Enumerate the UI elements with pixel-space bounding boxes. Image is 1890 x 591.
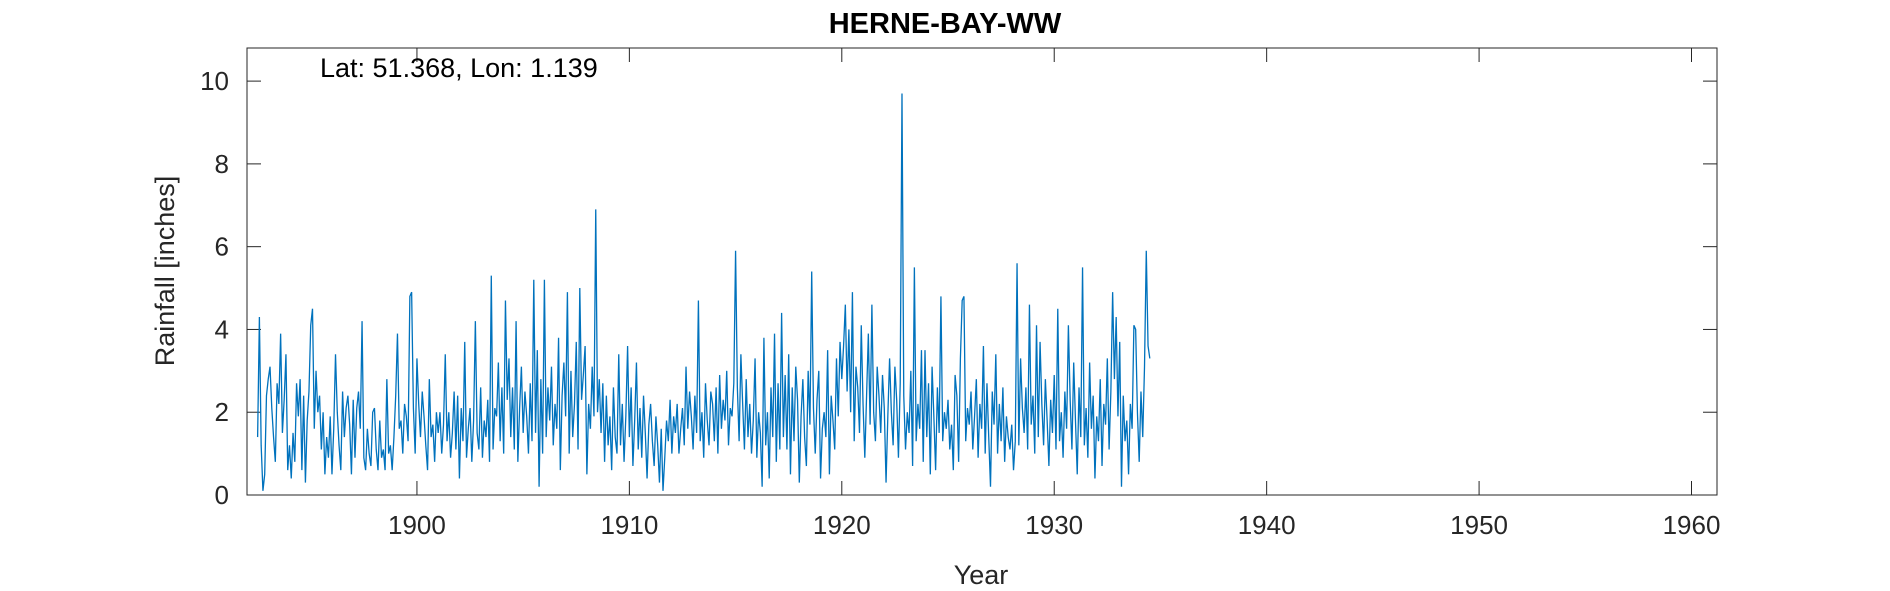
x-tick-label: 1950 bbox=[1450, 510, 1508, 540]
location-annotation: Lat: 51.368, Lon: 1.139 bbox=[320, 53, 598, 83]
x-tick-label: 1960 bbox=[1663, 510, 1721, 540]
chart-title: HERNE-BAY-WW bbox=[829, 8, 1062, 40]
axis-ticks bbox=[247, 48, 1717, 496]
x-tick-label: 1940 bbox=[1238, 510, 1296, 540]
x-tick-label: 1930 bbox=[1025, 510, 1083, 540]
rainfall-series-line bbox=[256, 93, 1151, 491]
x-axis-tick-labels: 1900 1910 1920 1930 1940 1950 1960 bbox=[388, 510, 1720, 540]
y-tick-label: 10 bbox=[200, 66, 229, 96]
x-tick-label: 1920 bbox=[813, 510, 871, 540]
x-tick-label: 1900 bbox=[388, 510, 446, 540]
y-axis-label: Rainfall [inches] bbox=[150, 176, 180, 367]
y-tick-label: 2 bbox=[215, 397, 229, 427]
y-tick-label: 4 bbox=[215, 314, 229, 344]
x-tick-label: 1910 bbox=[600, 510, 658, 540]
x-axis-label: Year bbox=[954, 560, 1009, 590]
y-tick-label: 0 bbox=[215, 480, 229, 510]
y-axis-tick-labels: 0 2 4 6 8 10 bbox=[200, 66, 229, 510]
y-tick-label: 8 bbox=[215, 149, 229, 179]
y-tick-label: 6 bbox=[215, 232, 229, 262]
